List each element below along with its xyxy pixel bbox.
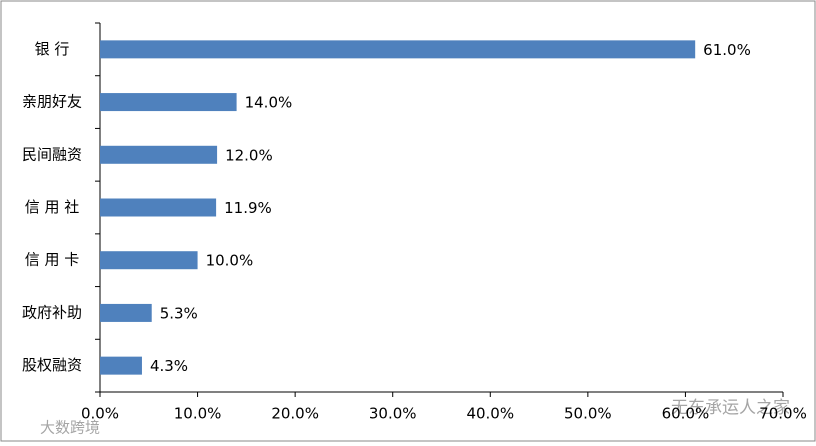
bar (100, 251, 198, 270)
y-tick-label: 亲朋好友 (22, 93, 82, 111)
value-label: 4.3% (150, 357, 188, 375)
y-tick-label: 信 用 卡 (25, 251, 80, 269)
value-label: 61.0% (703, 41, 751, 59)
bar (100, 356, 142, 375)
x-tick-label: 10.0% (174, 405, 222, 423)
x-tick-label: 60.0% (662, 405, 710, 423)
y-tick-label: 信 用 社 (25, 198, 80, 216)
value-label: 10.0% (206, 252, 254, 270)
value-label: 5.3% (160, 304, 198, 322)
x-tick-label: 30.0% (369, 405, 417, 423)
value-label: 14.0% (245, 94, 293, 112)
value-label: 12.0% (225, 146, 273, 164)
bar (100, 40, 696, 59)
watermark: 无东承运人之家 (671, 398, 790, 418)
y-tick-label: 银 行 (35, 40, 70, 58)
watermark: 大数跨境 (40, 419, 100, 437)
x-tick-label: 20.0% (271, 405, 319, 423)
x-tick-label: 50.0% (564, 405, 612, 423)
y-tick-label: 民间融资 (22, 145, 82, 163)
bar (100, 93, 237, 112)
x-tick-label: 0.0% (81, 405, 119, 423)
x-tick-label: 70.0% (759, 405, 807, 423)
bar (100, 303, 152, 322)
y-tick-label: 股权融资 (22, 356, 82, 374)
value-label: 11.9% (224, 199, 272, 217)
bar (100, 198, 217, 217)
y-tick-label: 政府补助 (22, 303, 82, 321)
bar (100, 145, 218, 164)
x-tick-label: 40.0% (466, 405, 514, 423)
